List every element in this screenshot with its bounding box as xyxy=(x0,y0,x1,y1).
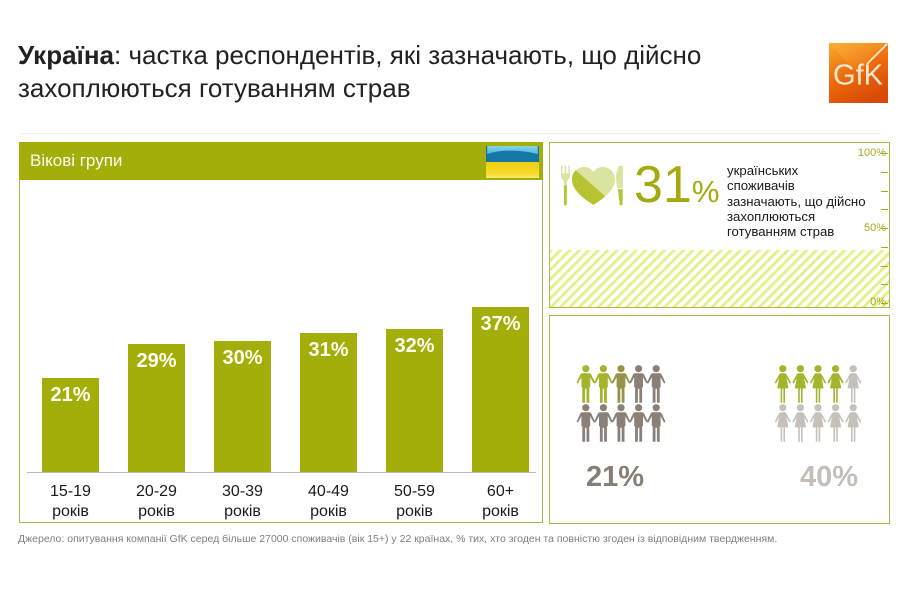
svg-text:GfK: GfK xyxy=(833,60,884,92)
